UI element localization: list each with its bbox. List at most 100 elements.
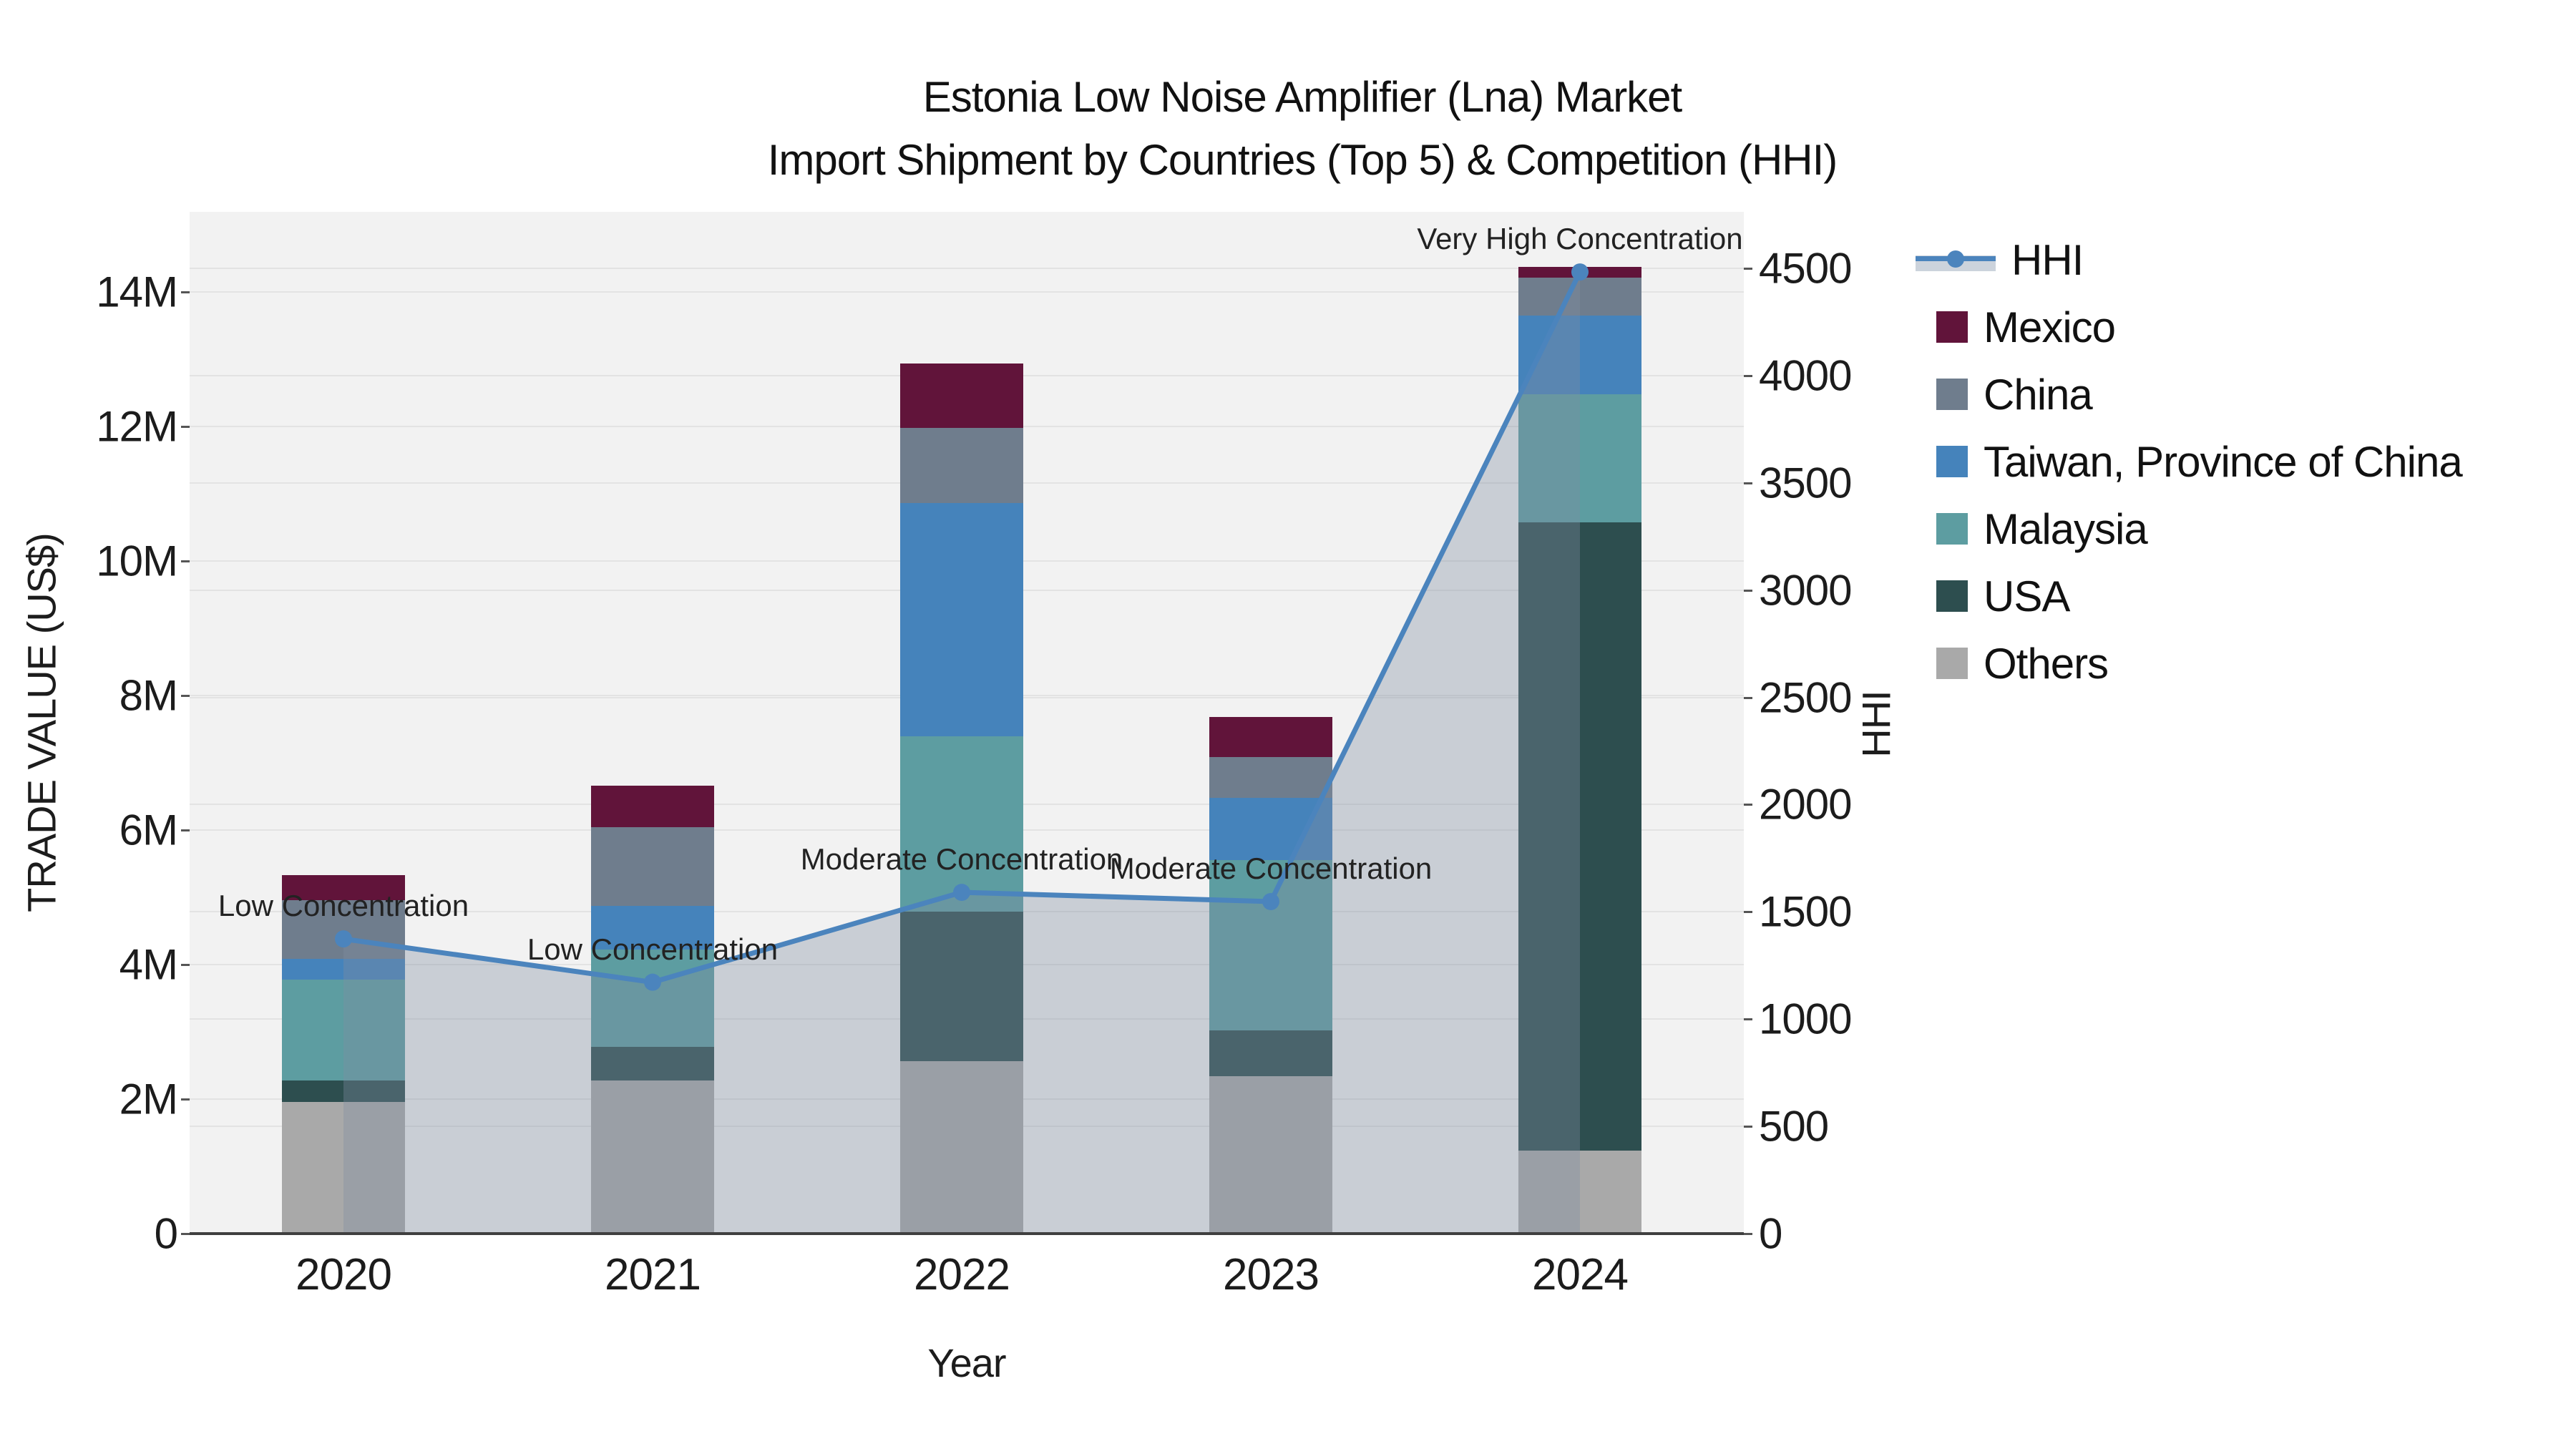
y-right-tick-mark xyxy=(1744,1018,1752,1021)
y-right-tick-label: 3000 xyxy=(1759,566,1852,615)
y-left-tick-mark xyxy=(181,1098,190,1101)
legend-item-mexico[interactable]: Mexico xyxy=(1912,302,2116,352)
bar-2021-usa[interactable] xyxy=(591,1046,714,1080)
bar-2024-mexico[interactable] xyxy=(1518,267,1641,278)
x-axis-line xyxy=(190,1232,1744,1235)
bar-2024-others[interactable] xyxy=(1518,1151,1641,1234)
bar-2022-mexico[interactable] xyxy=(900,363,1023,428)
y-left-tick-mark xyxy=(181,426,190,428)
legend-item-china[interactable]: China xyxy=(1912,369,2093,419)
legend-item-taiwan-province-of-china[interactable]: Taiwan, Province of China xyxy=(1912,436,2463,487)
y-right-tick-label: 500 xyxy=(1759,1102,1829,1151)
hhi-annotation: Moderate Concentration xyxy=(800,842,1123,877)
legend-item-others[interactable]: Others xyxy=(1912,638,2109,688)
y-right-tick-label: 4500 xyxy=(1759,244,1852,293)
y-right-tick-mark xyxy=(1744,374,1752,377)
chart-title: Estonia Low Noise Amplifier (Lna) Market… xyxy=(587,66,2018,192)
y-right-tick-label: 2000 xyxy=(1759,780,1852,829)
bar-2022-others[interactable] xyxy=(900,1061,1023,1234)
legend-color-swatch-icon xyxy=(1936,446,1968,477)
y-left-tick-mark xyxy=(181,695,190,697)
hhi-annotation: Very High Concentration xyxy=(1417,222,1743,256)
bar-2021-others[interactable] xyxy=(591,1080,714,1234)
legend-item-label: Others xyxy=(1984,639,2109,688)
bar-2024-taiwan-province-of-china[interactable] xyxy=(1518,315,1641,394)
bar-2022-taiwan-province-of-china[interactable] xyxy=(900,503,1023,737)
y-left-tick-mark xyxy=(181,964,190,966)
bar-2024-china[interactable] xyxy=(1518,278,1641,316)
bar-2021-mexico[interactable] xyxy=(591,785,714,828)
bar-2023-mexico[interactable] xyxy=(1209,717,1332,757)
x-tick-label-2023: 2023 xyxy=(1223,1250,1319,1299)
y-left-tick-mark xyxy=(181,829,190,831)
hhi-annotation: Low Concentration xyxy=(527,932,779,966)
legend-item-hhi[interactable]: HHI xyxy=(1912,235,2084,285)
bar-2022-usa[interactable] xyxy=(900,911,1023,1062)
bar-2022-china[interactable] xyxy=(900,427,1023,504)
y-axis-title-left: TRADE VALUE (US$) xyxy=(19,533,64,912)
y-right-tick-mark xyxy=(1744,804,1752,806)
bar-2024-usa[interactable] xyxy=(1518,522,1641,1151)
bar-2020-others[interactable] xyxy=(282,1101,405,1234)
bar-2022-malaysia[interactable] xyxy=(900,736,1023,912)
gridline-trade xyxy=(190,291,1744,293)
legend-color-swatch-icon xyxy=(1936,513,1968,545)
y-right-tick-label: 3500 xyxy=(1759,459,1852,507)
bar-2023-usa[interactable] xyxy=(1209,1030,1332,1077)
y-right-tick-label: 1000 xyxy=(1759,995,1852,1043)
legend-item-usa[interactable]: USA xyxy=(1912,571,2070,621)
y-right-tick-label: 2500 xyxy=(1759,673,1852,722)
y-left-tick-label: 2M xyxy=(119,1075,178,1123)
y-right-tick-mark xyxy=(1744,1126,1752,1128)
y-left-tick-label: 8M xyxy=(119,671,178,720)
y-left-tick-mark xyxy=(181,1233,190,1235)
hhi-legend-swatch-icon xyxy=(1916,244,1996,275)
legend-item-label: HHI xyxy=(2011,235,2084,284)
y-right-tick-label: 0 xyxy=(1759,1209,1782,1258)
legend-item-malaysia[interactable]: Malaysia xyxy=(1912,504,2148,554)
bar-2023-china[interactable] xyxy=(1209,756,1332,798)
gridline-hhi xyxy=(190,268,1744,270)
y-left-tick-label: 10M xyxy=(96,537,178,585)
y-right-tick-mark xyxy=(1744,589,1752,592)
legend-item-label: China xyxy=(1984,370,2093,419)
y-right-tick-mark xyxy=(1744,268,1752,270)
x-axis-title: Year xyxy=(927,1340,1006,1385)
hhi-annotation: Low Concentration xyxy=(218,889,469,923)
x-tick-label-2022: 2022 xyxy=(914,1250,1010,1299)
bar-2020-malaysia[interactable] xyxy=(282,979,405,1080)
y-left-tick-label: 0 xyxy=(154,1209,178,1258)
x-tick-label-2024: 2024 xyxy=(1532,1250,1629,1299)
legend-color-swatch-icon xyxy=(1936,311,1968,343)
legend-item-label: USA xyxy=(1984,572,2070,620)
y-left-tick-mark xyxy=(181,560,190,562)
y-left-tick-label: 14M xyxy=(96,268,178,316)
hhi-marker-swatch xyxy=(1947,250,1964,268)
legend-item-label: Taiwan, Province of China xyxy=(1984,437,2463,486)
chart-title-line1: Estonia Low Noise Amplifier (Lna) Market xyxy=(922,73,1682,121)
y-right-tick-mark xyxy=(1744,696,1752,699)
bar-2020-usa[interactable] xyxy=(282,1080,405,1102)
y-right-tick-mark xyxy=(1744,1233,1752,1235)
y-right-tick-mark xyxy=(1744,482,1752,484)
chart-title-line2: Import Shipment by Countries (Top 5) & C… xyxy=(767,136,1838,184)
x-tick-label-2021: 2021 xyxy=(605,1250,701,1299)
y-left-tick-label: 6M xyxy=(119,806,178,854)
bar-2023-others[interactable] xyxy=(1209,1076,1332,1234)
x-tick-label-2020: 2020 xyxy=(296,1250,392,1299)
legend-color-swatch-icon xyxy=(1936,648,1968,679)
bar-2024-malaysia[interactable] xyxy=(1518,394,1641,523)
bar-2021-china[interactable] xyxy=(591,827,714,907)
bar-2020-taiwan-province-of-china[interactable] xyxy=(282,958,405,980)
bar-2023-malaysia[interactable] xyxy=(1209,860,1332,1031)
legend-color-swatch-icon xyxy=(1936,379,1968,410)
hhi-annotation: Moderate Concentration xyxy=(1109,851,1433,885)
y-left-tick-label: 4M xyxy=(119,940,178,989)
y-left-tick-label: 12M xyxy=(96,402,178,451)
y-right-tick-label: 4000 xyxy=(1759,351,1852,400)
legend-item-label: Malaysia xyxy=(1984,504,2148,553)
y-axis-title-right: HHI xyxy=(1853,691,1899,758)
legend-color-swatch-icon xyxy=(1936,580,1968,612)
y-right-tick-mark xyxy=(1744,911,1752,914)
